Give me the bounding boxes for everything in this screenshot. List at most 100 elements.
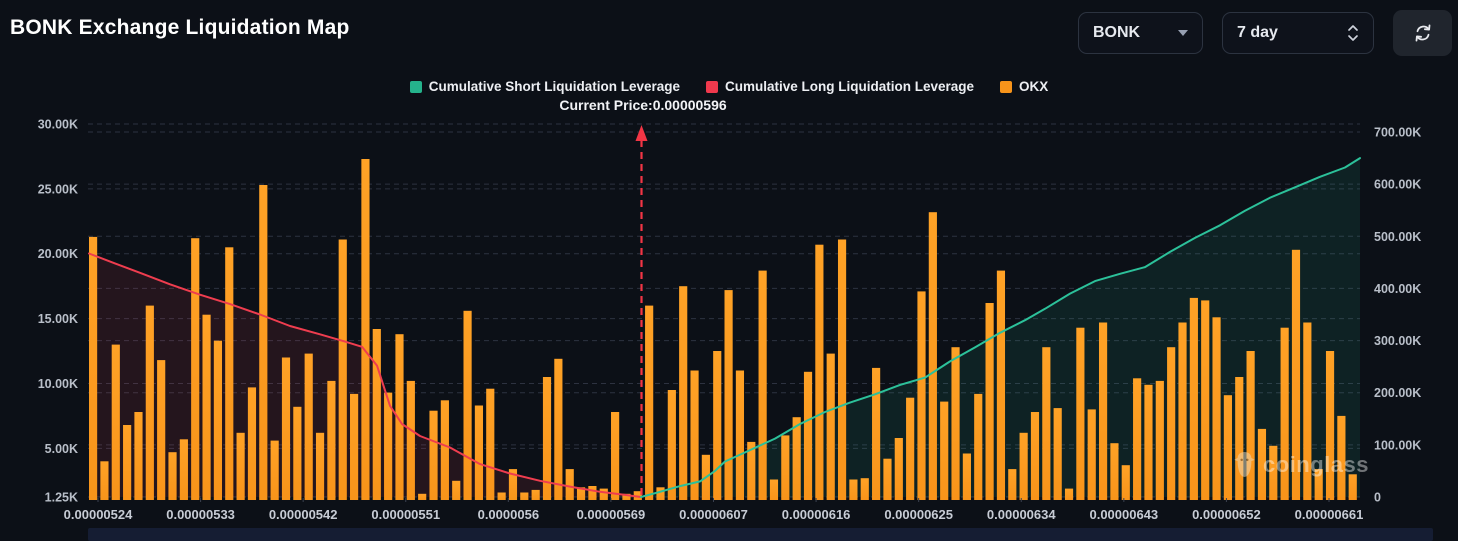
liquidation-bar[interactable] bbox=[1257, 428, 1267, 500]
liquidation-bar[interactable] bbox=[906, 397, 915, 500]
liquidation-bar[interactable] bbox=[179, 439, 188, 500]
liquidation-bar[interactable] bbox=[1269, 445, 1278, 500]
liquidation-bar[interactable] bbox=[384, 392, 393, 500]
liquidation-bar[interactable] bbox=[1008, 469, 1017, 500]
liquidation-bar[interactable] bbox=[111, 344, 120, 500]
liquidation-bar[interactable] bbox=[1110, 443, 1119, 500]
liquidation-bar[interactable] bbox=[1155, 380, 1164, 500]
liquidation-bar[interactable] bbox=[486, 388, 495, 500]
liquidation-bar[interactable] bbox=[338, 239, 347, 501]
liquidation-bar[interactable] bbox=[894, 438, 903, 500]
liquidation-bar[interactable] bbox=[837, 239, 847, 501]
liquidation-bar[interactable] bbox=[860, 478, 869, 500]
liquidation-bar[interactable] bbox=[645, 305, 654, 500]
liquidation-bar[interactable] bbox=[542, 377, 552, 500]
liquidation-bar[interactable] bbox=[656, 487, 665, 500]
liquidation-bar[interactable] bbox=[554, 358, 563, 500]
liquidation-bar[interactable] bbox=[1133, 378, 1142, 500]
liquidation-bar[interactable] bbox=[1042, 347, 1051, 500]
liquidation-bar[interactable] bbox=[520, 492, 529, 501]
liquidation-bar[interactable] bbox=[191, 238, 200, 500]
liquidation-bar[interactable] bbox=[1178, 322, 1187, 501]
liquidation-bar[interactable] bbox=[304, 353, 313, 500]
liquidation-bar[interactable] bbox=[883, 458, 892, 500]
liquidation-bar[interactable] bbox=[508, 469, 518, 500]
liquidation-bar[interactable] bbox=[361, 159, 370, 500]
liquidation-bar[interactable] bbox=[781, 435, 790, 500]
liquidation-bar[interactable] bbox=[872, 367, 881, 500]
liquidation-bar[interactable] bbox=[622, 493, 631, 500]
legend-item-cumulative-short[interactable]: Cumulative Short Liquidation Leverage bbox=[409, 79, 680, 94]
liquidation-bar[interactable] bbox=[372, 329, 381, 500]
liquidation-bar[interactable] bbox=[327, 380, 336, 500]
liquidation-bar[interactable] bbox=[168, 452, 177, 500]
liquidation-bar[interactable] bbox=[599, 488, 608, 500]
liquidation-bar[interactable] bbox=[1223, 395, 1232, 500]
liquidation-bar[interactable] bbox=[951, 347, 960, 500]
liquidation-bar[interactable] bbox=[803, 371, 813, 500]
liquidation-bar[interactable] bbox=[236, 432, 245, 500]
legend-item-okx[interactable]: OKX bbox=[1000, 79, 1048, 94]
liquidation-bar[interactable] bbox=[565, 469, 574, 500]
liquidation-bar[interactable] bbox=[1314, 469, 1323, 500]
liquidation-bar[interactable] bbox=[247, 387, 257, 500]
liquidation-bar[interactable] bbox=[406, 380, 415, 500]
liquidation-bar[interactable] bbox=[996, 270, 1006, 500]
liquidation-bar[interactable] bbox=[1064, 488, 1074, 500]
liquidation-bar[interactable] bbox=[1246, 351, 1255, 500]
liquidation-bar[interactable] bbox=[418, 493, 427, 500]
liquidation-bar[interactable] bbox=[270, 440, 279, 500]
liquidation-bar[interactable] bbox=[826, 353, 835, 500]
liquidation-bar[interactable] bbox=[531, 489, 540, 500]
liquidation-bar[interactable] bbox=[123, 425, 132, 500]
liquidation-bar[interactable] bbox=[1212, 317, 1221, 500]
liquidation-bar[interactable] bbox=[917, 291, 926, 500]
liquidation-bar[interactable] bbox=[452, 480, 461, 500]
liquidation-bar[interactable] bbox=[350, 393, 359, 500]
liquidation-bar[interactable] bbox=[1030, 412, 1040, 500]
liquidation-bar[interactable] bbox=[576, 487, 586, 500]
liquidation-bar[interactable] bbox=[1303, 322, 1312, 501]
range-select[interactable]: 7 day bbox=[1222, 12, 1374, 54]
liquidation-bar[interactable] bbox=[849, 479, 858, 501]
liquidation-bar[interactable] bbox=[1167, 347, 1176, 500]
liquidation-bar[interactable] bbox=[611, 412, 620, 500]
liquidation-bar[interactable] bbox=[100, 461, 109, 500]
liquidation-bar[interactable] bbox=[1235, 377, 1244, 500]
liquidation-bar[interactable] bbox=[1337, 415, 1346, 500]
liquidation-bar[interactable] bbox=[429, 410, 438, 500]
liquidation-bar[interactable] bbox=[747, 441, 756, 500]
liquidation-bar[interactable] bbox=[792, 417, 801, 500]
liquidation-bar[interactable] bbox=[202, 314, 211, 500]
liquidation-bar[interactable] bbox=[315, 432, 325, 500]
liquidation-bar[interactable] bbox=[213, 340, 222, 500]
liquidation-bar[interactable] bbox=[679, 286, 688, 500]
liquidation-bar[interactable] bbox=[1291, 249, 1301, 500]
liquidation-bar[interactable] bbox=[690, 370, 699, 501]
liquidation-bar[interactable] bbox=[769, 479, 779, 501]
liquidation-bar[interactable] bbox=[974, 393, 983, 500]
liquidation-bar[interactable] bbox=[1144, 384, 1153, 500]
refresh-button[interactable] bbox=[1393, 10, 1452, 56]
liquidation-bar[interactable] bbox=[1121, 465, 1130, 500]
liquidation-bar[interactable] bbox=[962, 453, 971, 501]
liquidation-bar[interactable] bbox=[1087, 409, 1096, 500]
liquidation-bar[interactable] bbox=[724, 290, 733, 500]
liquidation-bar[interactable] bbox=[588, 486, 597, 500]
liquidation-bar[interactable] bbox=[497, 492, 506, 501]
liquidation-bar[interactable] bbox=[815, 244, 824, 500]
chart-scrollbar[interactable] bbox=[88, 528, 1433, 541]
liquidation-bar[interactable] bbox=[985, 303, 994, 500]
liquidation-bar[interactable] bbox=[157, 360, 166, 500]
liquidation-bar[interactable] bbox=[1019, 432, 1028, 500]
liquidation-bar[interactable] bbox=[259, 185, 268, 500]
liquidation-bar[interactable] bbox=[1189, 297, 1198, 500]
liquidation-bar[interactable] bbox=[1348, 474, 1357, 500]
symbol-select[interactable]: BONK bbox=[1078, 12, 1203, 54]
liquidation-bar[interactable] bbox=[134, 412, 143, 500]
liquidation-bar[interactable] bbox=[89, 236, 98, 500]
liquidation-bar[interactable] bbox=[1280, 327, 1289, 500]
legend-item-cumulative-long[interactable]: Cumulative Long Liquidation Leverage bbox=[706, 79, 974, 94]
liquidation-bar[interactable] bbox=[440, 400, 449, 500]
